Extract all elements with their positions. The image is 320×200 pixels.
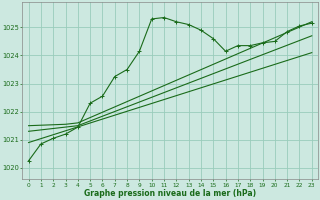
X-axis label: Graphe pression niveau de la mer (hPa): Graphe pression niveau de la mer (hPa) [84, 189, 256, 198]
